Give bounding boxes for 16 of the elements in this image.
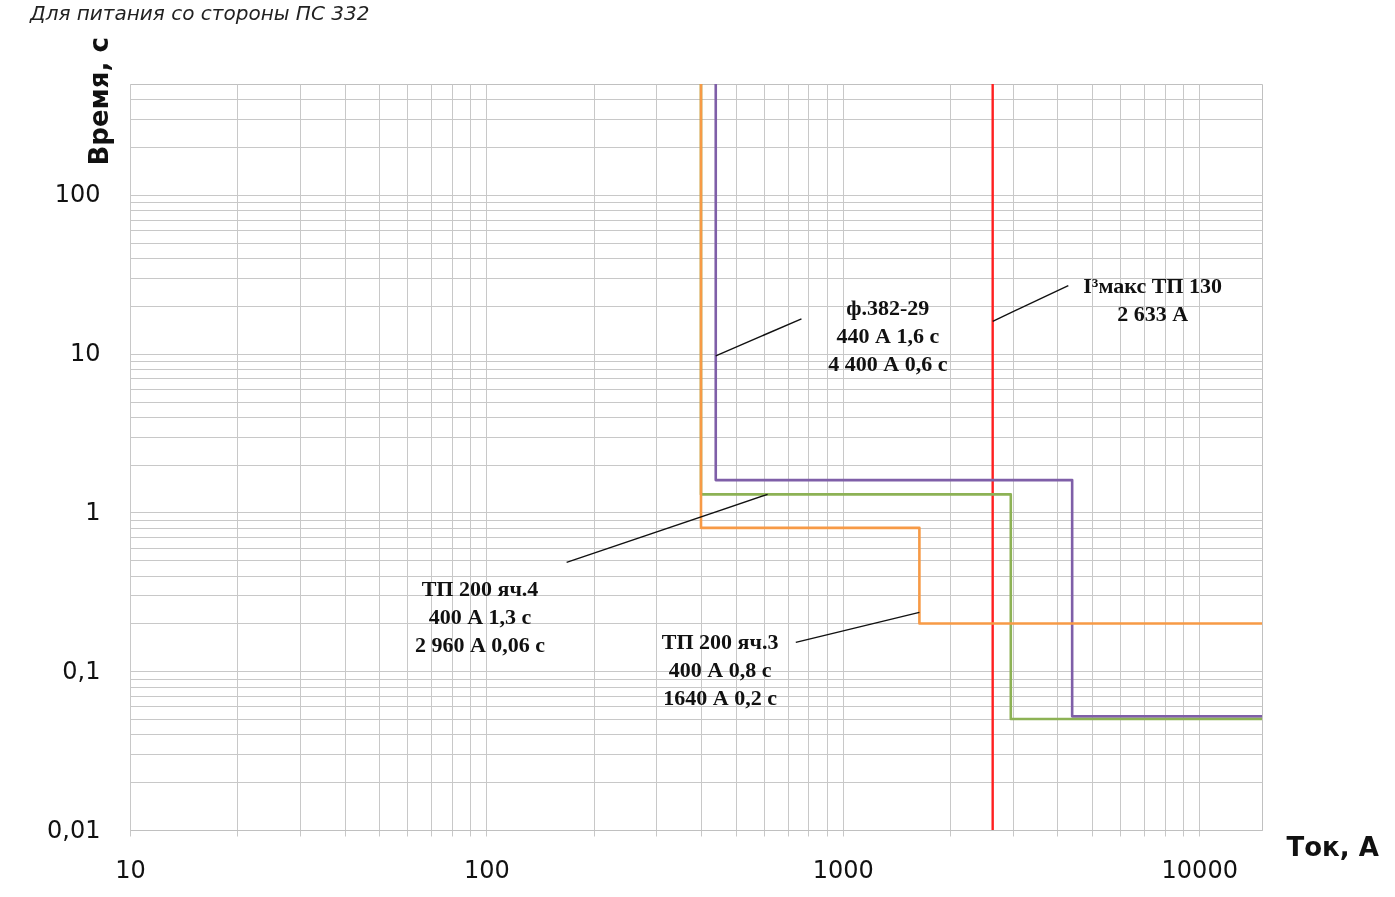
annotation: ТП 200 яч.3 400 А 0,8 с 1640 А 0,2 с	[661, 629, 779, 711]
x-tick-label: 1000	[812, 855, 874, 884]
y-tick-label: 0,01	[47, 815, 101, 844]
x-tick-label: 10	[115, 855, 146, 884]
annotation: ТП 200 яч.4 400 А 1,3 с 2 960 А 0,06 с	[414, 575, 546, 657]
y-axis-title: Время, с	[83, 37, 114, 166]
x-tick-label: 100	[464, 855, 510, 884]
x-tick-label: 10000	[1161, 855, 1238, 884]
y-tick-label: 100	[54, 180, 101, 209]
y-tick-label: 10	[69, 339, 101, 368]
annotation: ф.382-29 440 А 1,6 с 4 400 А 0,6 с	[828, 295, 948, 377]
y-tick-label: 0,1	[62, 656, 101, 685]
annotation: I³макс ТП 130 2 633 А	[1083, 272, 1222, 326]
y-tick-label: 1	[85, 497, 101, 526]
chart-title: Для питания со стороны ПС 332	[29, 1, 370, 25]
x-axis-title: Ток, А	[1286, 831, 1379, 862]
